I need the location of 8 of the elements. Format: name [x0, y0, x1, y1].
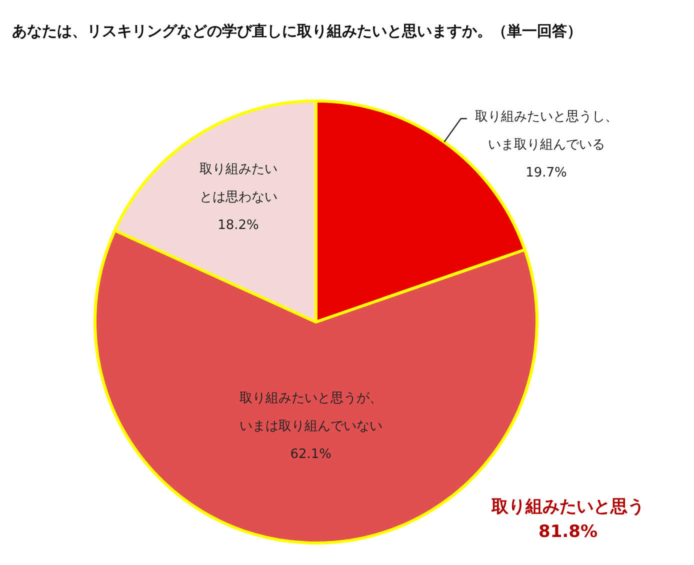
slice-label: 取り組みたいと思うが、いまは取り組んでいない [239, 391, 382, 434]
data-label: 18.2% [218, 218, 259, 234]
data-label: 62.1% [290, 447, 332, 462]
chart-title: あなたは、リスキリングなどの学び直しに取り組みたいと思いますか。（単一回答） [12, 22, 582, 40]
slice-label: 取り組みたいと思うし、いま取り組んでいる [474, 110, 618, 153]
slice-label: 取り組みたいとは思わない [199, 162, 278, 206]
data-label: 19.7% [526, 166, 567, 181]
text: 取り組みたいと思う 81.8% [490, 497, 644, 542]
